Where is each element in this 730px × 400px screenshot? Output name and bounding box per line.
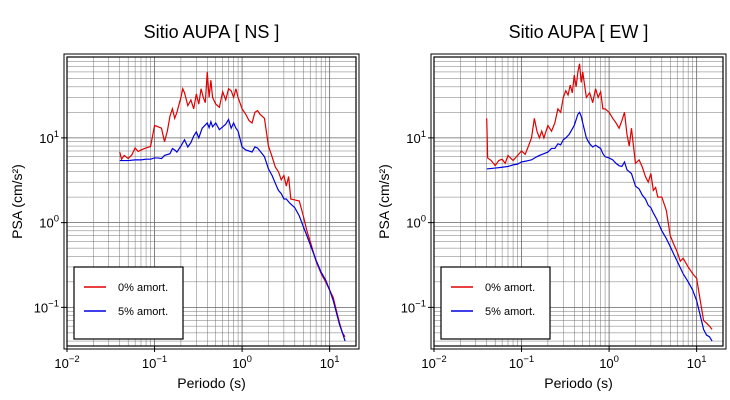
- chart-title: Sitio AUPA [ NS ]: [144, 22, 280, 42]
- x-tick-label: 100: [599, 354, 619, 371]
- chart-title: Sitio AUPA [ EW ]: [509, 22, 649, 42]
- legend: 0% amort. 5% amort.: [440, 266, 551, 340]
- chart-panel-ew: 10−2 10−1 100 101 10−1 100 101 Sitio AUPA [ EW …: [376, 22, 727, 391]
- x-tick-label: 10−1: [142, 354, 167, 371]
- plot-frame: [433, 56, 724, 347]
- x-axis-label: Periodo (s): [544, 375, 612, 391]
- legend-box: [440, 266, 551, 340]
- x-tick-label: 10−1: [509, 354, 534, 371]
- x-tick-label: 10−2: [421, 354, 446, 371]
- legend-label: 0% amort.: [118, 282, 168, 294]
- y-tick-label: 101: [39, 129, 59, 146]
- series-line-0pct: [486, 63, 713, 330]
- legend-label: 0% amort.: [485, 282, 535, 294]
- y-tick-label: 100: [406, 214, 426, 231]
- x-axis-label: Periodo (s): [177, 375, 245, 391]
- legend: 0% amort. 5% amort.: [73, 266, 184, 340]
- y-tick-label: 101: [406, 129, 426, 146]
- x-tick-label: 100: [232, 354, 252, 371]
- plot-frame: [66, 56, 357, 347]
- legend-label: 5% amort.: [118, 306, 168, 318]
- legend-label: 5% amort.: [485, 306, 535, 318]
- series-line-5pct: [119, 117, 346, 342]
- y-axis-label: PSA (cm/s²): [376, 164, 392, 239]
- x-tick-label: 10−2: [54, 354, 79, 371]
- x-tick-label: 101: [320, 354, 340, 371]
- y-tick-label: 10−1: [34, 298, 59, 315]
- y-axis-label: PSA (cm/s²): [9, 164, 25, 239]
- y-tick-label: 100: [39, 214, 59, 231]
- series-line-5pct: [486, 111, 713, 342]
- series-line-0pct: [119, 71, 346, 338]
- legend-box: [73, 266, 184, 340]
- plot-frame-outer: [430, 53, 727, 350]
- y-tick-label: 10−1: [401, 298, 426, 315]
- plot-frame-outer: [63, 53, 360, 350]
- chart-panel-ns: 10−2 10−1 100 101 10−1 100 101 Sitio AUPA [ NS …: [9, 22, 360, 391]
- x-tick-label: 101: [687, 354, 707, 371]
